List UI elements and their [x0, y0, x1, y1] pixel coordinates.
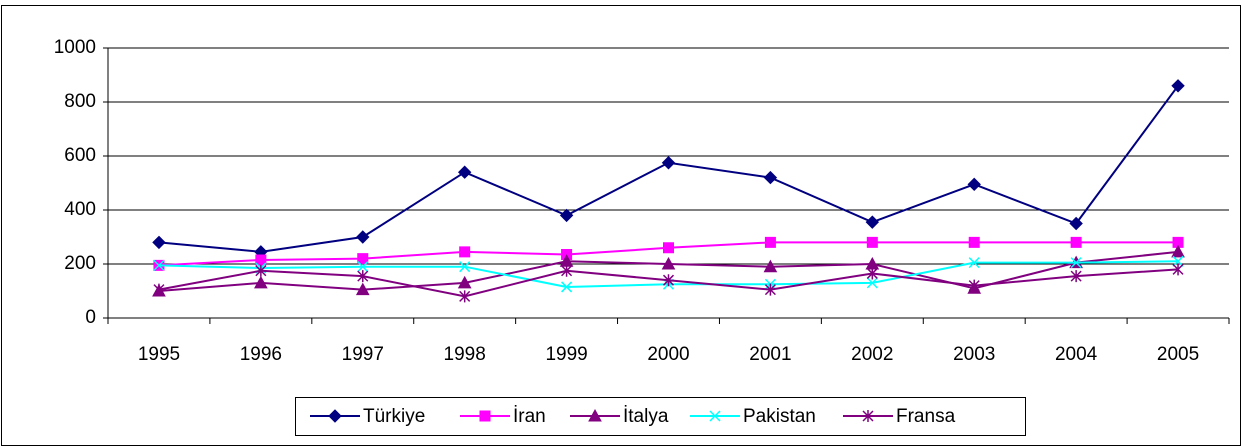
- y-tick-label: 1000: [54, 37, 96, 58]
- marker: [1171, 244, 1185, 258]
- legend-label: İtalya: [623, 406, 669, 427]
- marker: [967, 177, 981, 192]
- marker: [764, 283, 776, 296]
- marker: [559, 208, 574, 223]
- marker: [254, 275, 268, 289]
- x-tick-label: 1997: [342, 344, 384, 365]
- marker: [355, 282, 370, 296]
- marker: [662, 274, 675, 287]
- x-tick-label: 2004: [1055, 344, 1098, 365]
- legend-label: Pakistan: [743, 406, 816, 427]
- marker: [968, 236, 980, 248]
- x-tick-label: 1998: [444, 344, 486, 365]
- y-tick-label: 400: [64, 199, 96, 220]
- marker: [457, 275, 472, 289]
- marker: [1171, 79, 1185, 93]
- marker: [357, 253, 369, 265]
- marker: [968, 279, 980, 292]
- marker: [763, 170, 778, 185]
- marker: [1070, 270, 1082, 283]
- marker: [1070, 257, 1082, 269]
- marker: [357, 261, 369, 273]
- marker: [153, 259, 165, 271]
- legend-label: İran: [513, 406, 546, 427]
- legend-box: [295, 397, 1026, 436]
- marker: [459, 261, 471, 273]
- marker: [862, 410, 874, 422]
- marker: [255, 264, 267, 277]
- marker: [1172, 255, 1184, 267]
- marker: [479, 410, 491, 422]
- marker: [459, 246, 471, 258]
- marker: [152, 235, 166, 250]
- chart-border: [1, 5, 1241, 446]
- marker: [459, 290, 471, 303]
- y-tick-label: 800: [64, 91, 96, 112]
- x-tick-label: 1999: [545, 344, 587, 365]
- y-tick-label: 200: [64, 253, 96, 274]
- marker: [764, 236, 776, 248]
- marker: [866, 267, 878, 280]
- marker: [661, 156, 676, 170]
- marker: [561, 281, 573, 293]
- marker: [1172, 236, 1184, 248]
- marker: [588, 408, 602, 422]
- marker: [663, 242, 674, 254]
- marker: [153, 283, 165, 296]
- marker: [357, 270, 369, 283]
- marker: [561, 264, 573, 277]
- marker: [968, 257, 980, 269]
- marker: [866, 236, 878, 248]
- y-tick-label: 600: [64, 145, 96, 166]
- x-tick-label: 1996: [240, 344, 282, 365]
- marker: [1172, 263, 1184, 276]
- x-tick-label: 2000: [647, 344, 689, 365]
- marker: [255, 254, 267, 266]
- marker: [866, 277, 878, 289]
- marker: [661, 256, 676, 270]
- legend-label: Türkiye: [363, 406, 425, 427]
- marker: [328, 409, 342, 423]
- marker: [457, 165, 472, 179]
- x-tick-label: 2003: [953, 344, 995, 365]
- marker: [1070, 236, 1082, 248]
- marker: [1069, 216, 1083, 231]
- marker: [356, 230, 370, 244]
- x-tick-label: 2001: [749, 344, 791, 365]
- y-tick-label: 0: [85, 307, 96, 328]
- marker: [709, 410, 721, 422]
- x-tick-label: 1995: [138, 344, 180, 365]
- marker: [763, 259, 778, 273]
- x-tick-label: 2005: [1157, 344, 1199, 365]
- x-tick-label: 2002: [851, 344, 893, 365]
- marker: [865, 215, 880, 229]
- legend-label: Fransa: [896, 406, 956, 427]
